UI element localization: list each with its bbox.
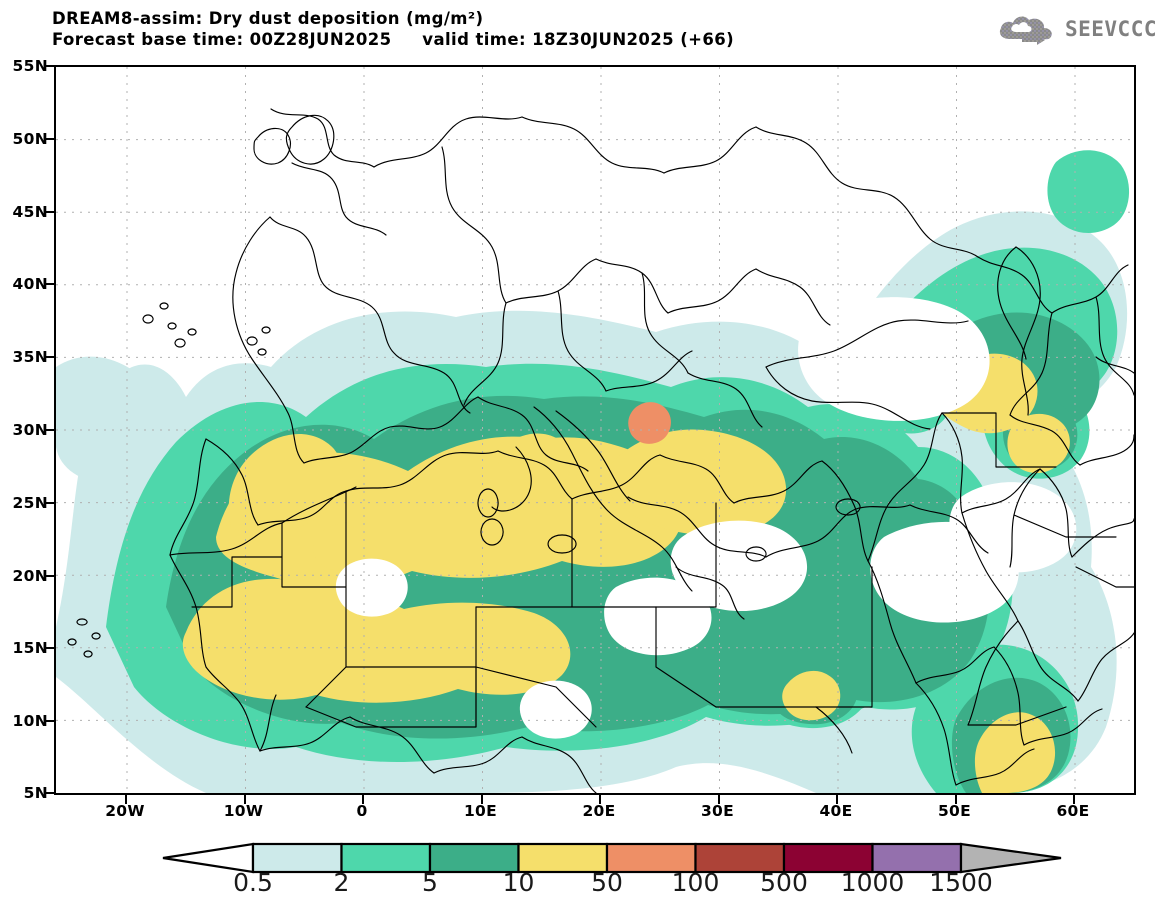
colorbar-label-8: 1500	[929, 868, 993, 897]
title-line-variable: DREAM8-assim: Dry dust deposition (mg/m²…	[52, 9, 484, 28]
colorbar-swatch-6	[782, 842, 874, 874]
colorbar-swatch-7	[871, 842, 963, 874]
lon-label-20e: 20E	[582, 802, 616, 820]
lat-label-20n: 20N	[12, 567, 48, 585]
cloud-arrow-icon	[999, 16, 1052, 45]
colorbar-swatch-5	[694, 842, 786, 874]
title-line-times: Forecast base time: 00Z28JUN2025 valid t…	[52, 30, 735, 49]
lat-tick-25n	[44, 502, 54, 504]
lat-label-10n: 10N	[12, 712, 48, 730]
lon-tick-10w	[243, 795, 246, 804]
lat-label-55n: 55N	[12, 57, 48, 75]
colorbar-label-6: 500	[760, 868, 808, 897]
lat-label-45n: 45N	[12, 203, 48, 221]
colorbar-label-1: 2	[333, 868, 350, 897]
lon-tick-30e	[717, 795, 720, 804]
colorbar-over-arrow	[959, 842, 1062, 874]
colorbar-label-2: 5	[422, 868, 438, 897]
contour-fills	[56, 150, 1130, 793]
lon-label-30e: 30E	[700, 802, 735, 820]
colorbar-swatch-3	[517, 842, 609, 874]
colorbar-swatches	[162, 842, 1062, 874]
colorbar-label-0: 0.5	[233, 868, 273, 897]
lat-tick-10n	[44, 720, 54, 722]
lat-tick-20n	[44, 575, 54, 577]
lon-tick-60e	[1073, 795, 1075, 804]
lon-label-20w: 20W	[105, 802, 145, 820]
map-gridlines	[56, 67, 1134, 793]
lat-label-50n: 50N	[12, 130, 48, 148]
lon-tick-10e	[480, 795, 483, 804]
colorbar-label-4: 50	[591, 868, 623, 897]
lat-tick-40n	[44, 283, 54, 285]
colorbar-label-3: 10	[502, 868, 535, 897]
dust-deposition-map	[56, 67, 1134, 793]
seevccc-logo: SEEVCCC	[996, 12, 1157, 46]
lon-label-60e: 60E	[1056, 802, 1090, 820]
lon-label-0: 0	[356, 802, 368, 820]
lon-label-10e: 10E	[463, 802, 498, 820]
coastlines-and-borders	[67, 108, 1134, 793]
lat-tick-35n	[44, 356, 54, 358]
logo-text: SEEVCCC	[1064, 17, 1157, 41]
lat-tick-30n	[44, 429, 54, 431]
lat-label-35n: 35N	[12, 348, 48, 366]
lat-label-30n: 30N	[12, 421, 48, 439]
colorbar-swatch-1	[340, 842, 432, 874]
lat-label-40n: 40N	[12, 275, 48, 293]
lon-label-10w: 10W	[223, 802, 264, 820]
lat-label-5n: 5N	[23, 784, 48, 802]
lon-tick-20e	[599, 795, 601, 804]
lon-tick-50e	[954, 795, 957, 804]
lat-label-25n: 25N	[12, 494, 48, 512]
colorbar-label-7: 1000	[840, 868, 905, 897]
lat-tick-15n	[44, 647, 54, 649]
lon-tick-0	[362, 795, 364, 804]
lon-tick-40e	[836, 795, 838, 804]
map-plot-area	[54, 65, 1136, 795]
lat-tick-50n	[44, 138, 54, 140]
lat-label-15n: 15N	[12, 639, 48, 657]
lat-tick-5n	[44, 792, 54, 794]
lat-tick-55n	[44, 65, 54, 67]
page-title: DREAM8-assim: Dry dust deposition (mg/m²…	[52, 8, 734, 50]
lon-label-50e: 50E	[937, 802, 972, 820]
colorbar-swatch-2	[428, 842, 520, 874]
lon-label-40e: 40E	[819, 802, 853, 820]
lat-tick-45n	[44, 211, 54, 213]
colorbar: 0.5 2 5 10 50 100 500 1000 1500	[0, 838, 1165, 907]
colorbar-label-5: 100	[671, 868, 720, 897]
lon-tick-20w	[125, 795, 127, 804]
